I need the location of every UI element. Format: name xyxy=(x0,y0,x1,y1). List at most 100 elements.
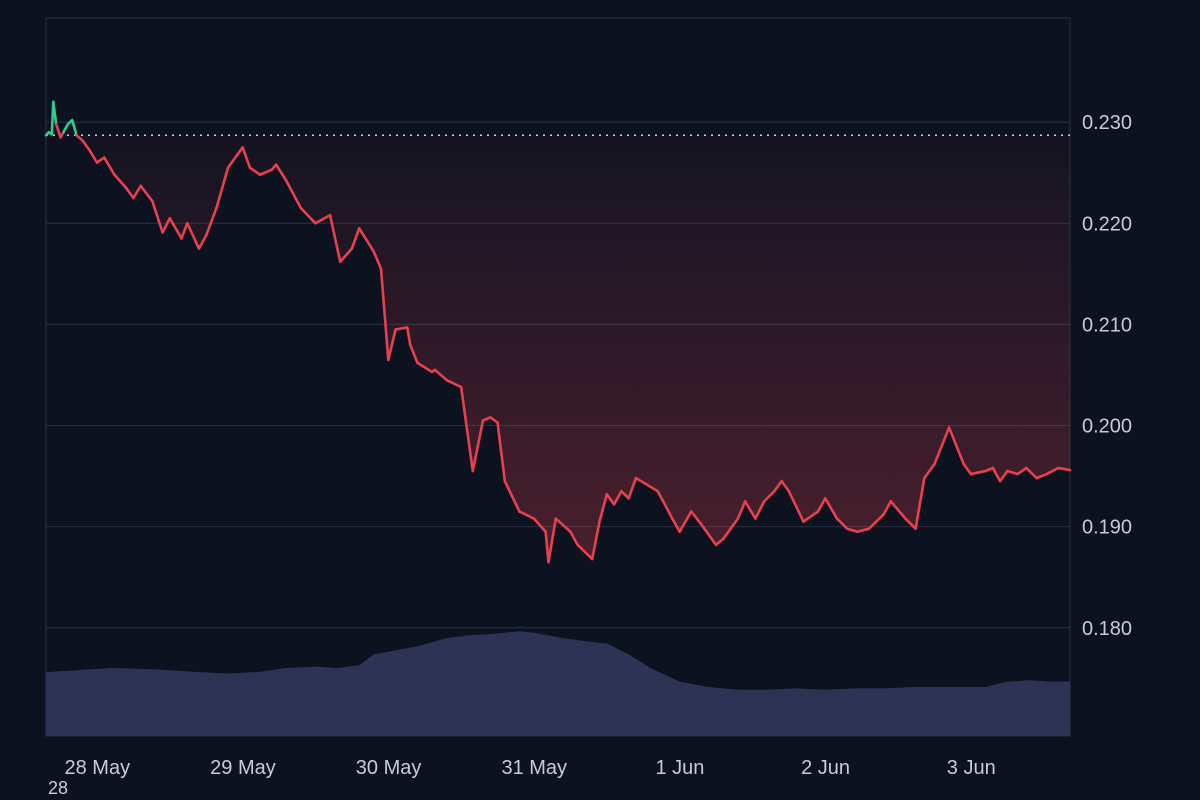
price-line-segment xyxy=(816,497,827,513)
price-line-segment xyxy=(914,476,926,530)
x-tick-label: 31 May xyxy=(501,757,567,779)
price-line-segment xyxy=(248,166,262,177)
price-line-segment xyxy=(132,184,142,200)
price-line-segment xyxy=(328,213,342,264)
volume-bars xyxy=(46,631,1070,736)
price-line-segment xyxy=(416,361,434,374)
price-line-segment xyxy=(81,139,91,152)
price-line-segment xyxy=(612,489,623,506)
price-line-segment xyxy=(88,149,99,164)
price-line-segment xyxy=(95,156,106,164)
price-line-segment xyxy=(113,173,128,190)
price-line-segment xyxy=(1045,466,1060,476)
price-line-segment xyxy=(889,500,907,520)
price-line-segment xyxy=(338,247,354,264)
y-tick-label: 0.220 xyxy=(1082,213,1132,235)
price-line-segment xyxy=(787,489,805,523)
price-line-segment xyxy=(569,530,579,547)
price-line-segment xyxy=(180,221,189,240)
price-line-segment xyxy=(700,523,718,547)
price-line-segment xyxy=(274,163,288,183)
price-line-segment xyxy=(969,469,987,476)
price-line-segment xyxy=(544,530,550,564)
price-line-segment xyxy=(285,179,303,210)
price-line-segment xyxy=(598,493,609,523)
price-line-segment xyxy=(722,517,740,541)
price-line-segment xyxy=(185,221,201,250)
price-line-segment xyxy=(394,326,409,331)
price-line-segment xyxy=(151,199,164,234)
price-line-segment xyxy=(372,250,383,271)
price-line-segment xyxy=(387,328,397,362)
x-tick-label: 2 Jun xyxy=(801,757,850,779)
price-line-segment xyxy=(762,489,776,503)
y-tick-label: 0.180 xyxy=(1082,618,1132,640)
price-line-segment xyxy=(736,500,747,520)
x-tick-label: 1 Jun xyxy=(655,757,704,779)
price-line-segment xyxy=(445,378,463,389)
price-line-segment xyxy=(124,186,135,200)
price-line-segment xyxy=(714,537,725,547)
price-line-segment xyxy=(678,510,693,534)
price-line-segment xyxy=(226,146,244,169)
price-line-segment xyxy=(773,479,783,493)
price-line-segment xyxy=(408,343,419,365)
price-line-segment xyxy=(379,267,390,362)
price-line-segment xyxy=(620,489,630,500)
price-line-segment xyxy=(357,227,376,253)
price-line-segment xyxy=(627,476,638,500)
corner-label: 28 xyxy=(48,778,69,798)
price-line-segment xyxy=(856,527,871,534)
volume-area xyxy=(46,631,1070,736)
price-line-segment xyxy=(459,385,475,473)
price-line-segment xyxy=(1016,466,1028,476)
price-line-segment xyxy=(576,543,594,561)
price-line-segment xyxy=(51,100,58,126)
price-line-segment xyxy=(139,184,154,203)
y-axis: 0.180 0.190 0.200 0.210 0.220 0.230 xyxy=(1082,112,1132,640)
x-axis: 28 May 29 May 30 May 31 May 1 Jun 2 Jun 3 Jun xyxy=(64,757,995,779)
price-line-segment xyxy=(532,517,547,534)
price-line-segment xyxy=(1025,466,1038,480)
price-line-segment xyxy=(215,166,230,210)
y-tick-label: 0.190 xyxy=(1082,517,1132,539)
price-line-segment xyxy=(168,216,183,240)
price-line-segment xyxy=(62,122,70,134)
x-tick-label: 30 May xyxy=(356,757,422,779)
price-series xyxy=(44,100,1072,564)
price-line-segment xyxy=(984,466,995,473)
price-line-segment xyxy=(867,513,885,530)
price-line-segment xyxy=(70,118,78,137)
price-line-segment xyxy=(671,517,681,534)
price-line-segment xyxy=(314,213,332,225)
price-line-segment xyxy=(780,479,791,493)
price-line-segment xyxy=(547,517,558,564)
price-line-segment xyxy=(350,227,361,250)
price-line-segment xyxy=(204,206,218,237)
price-line-segment xyxy=(754,500,766,520)
price-line-segment xyxy=(644,482,660,493)
price-line-segment xyxy=(904,517,917,530)
y-tick-label: 0.230 xyxy=(1082,112,1132,134)
price-line-segment xyxy=(802,510,820,523)
price-line-segment xyxy=(405,326,412,346)
price-line-segment xyxy=(488,416,499,424)
price-line-segment xyxy=(1035,472,1048,480)
price-line-segment xyxy=(933,426,951,466)
price-line-segment xyxy=(923,462,936,480)
price-line-segment xyxy=(590,520,601,561)
price-line-segment xyxy=(998,469,1009,483)
price-line-segment xyxy=(845,527,859,534)
price-line-segment xyxy=(518,510,536,520)
price-line-segment xyxy=(656,489,674,520)
price-line-segment xyxy=(241,146,252,169)
price-line-segment xyxy=(835,517,849,530)
price-line-segment xyxy=(299,206,317,225)
price-line-segment xyxy=(471,419,485,473)
x-tick-label: 29 May xyxy=(210,757,276,779)
price-line-segment xyxy=(689,510,703,526)
price-line-segment xyxy=(197,234,208,250)
price-area-fill xyxy=(46,101,1070,563)
